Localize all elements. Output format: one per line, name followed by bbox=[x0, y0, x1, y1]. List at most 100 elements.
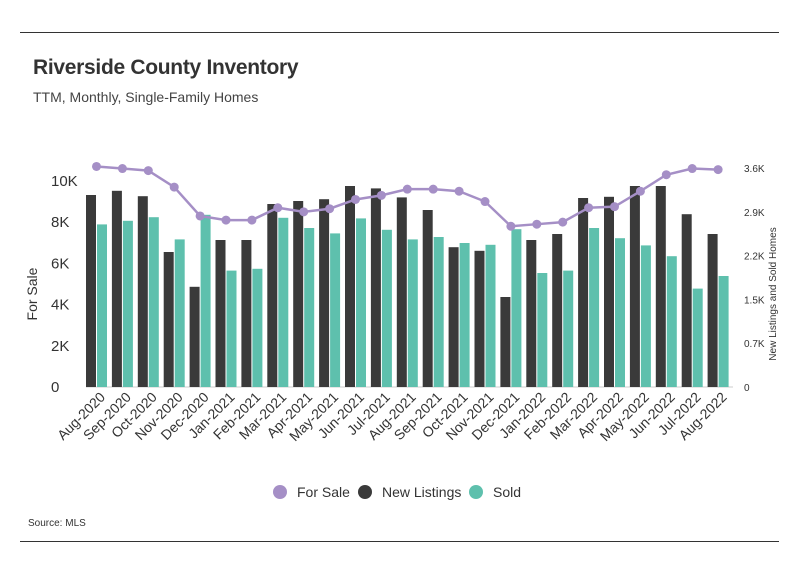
point-for-sale-aug-2021 bbox=[402, 184, 412, 194]
legend-label-for-sale: For Sale bbox=[297, 484, 350, 500]
bar-sold-sep-2021 bbox=[433, 237, 444, 387]
point-for-sale-nov-2020 bbox=[169, 182, 179, 192]
bar-new-listings-feb-2021 bbox=[241, 240, 252, 387]
bar-new-listings-jan-2022 bbox=[526, 240, 537, 387]
point-for-sale-oct-2020 bbox=[143, 166, 153, 176]
bar-new-listings-dec-2021 bbox=[500, 297, 511, 387]
bar-new-listings-dec-2020 bbox=[189, 286, 200, 387]
bar-new-listings-aug-2021 bbox=[396, 197, 407, 387]
point-for-sale-aug-2020 bbox=[92, 161, 101, 171]
point-for-sale-mar-2021 bbox=[273, 203, 283, 213]
bar-sold-jan-2021 bbox=[226, 270, 237, 387]
point-for-sale-aug-2022 bbox=[713, 165, 723, 175]
bars-layer bbox=[86, 186, 729, 387]
legend-label-sold: Sold bbox=[493, 484, 521, 500]
bar-new-listings-apr-2021 bbox=[293, 201, 304, 387]
bar-new-listings-jul-2022 bbox=[681, 214, 692, 387]
right-tick-label: 0 bbox=[744, 383, 750, 394]
left-tick-label: 8K bbox=[51, 214, 69, 231]
bar-new-listings-aug-2022 bbox=[707, 234, 718, 387]
bar-new-listings-mar-2022 bbox=[578, 198, 589, 387]
right-tick-label: 3.6K bbox=[744, 164, 765, 175]
bar-sold-aug-2020 bbox=[97, 224, 107, 387]
point-for-sale-mar-2022 bbox=[584, 203, 594, 213]
bar-new-listings-jun-2021 bbox=[345, 186, 355, 387]
point-for-sale-may-2022 bbox=[635, 186, 645, 196]
right-axis-ticks: 0 0.7K 1.5K 2.2K 2.9K 3.6K bbox=[744, 164, 765, 394]
point-for-sale-jun-2022 bbox=[661, 170, 671, 180]
left-tick-label: 6K bbox=[51, 255, 69, 272]
bar-new-listings-sep-2020 bbox=[111, 190, 122, 387]
left-tick-label: 2K bbox=[51, 338, 69, 355]
point-for-sale-dec-2020 bbox=[195, 211, 205, 221]
left-tick-label: 0 bbox=[51, 379, 59, 396]
chart-title: Riverside County Inventory bbox=[33, 56, 299, 79]
point-for-sale-nov-2021 bbox=[480, 197, 490, 207]
left-tick-label: 4K bbox=[51, 297, 69, 314]
point-for-sale-apr-2021 bbox=[299, 207, 309, 217]
bar-new-listings-jan-2021 bbox=[215, 240, 226, 387]
bar-sold-feb-2022 bbox=[563, 270, 574, 387]
point-for-sale-jan-2022 bbox=[532, 219, 542, 229]
bar-sold-oct-2021 bbox=[459, 243, 470, 387]
bar-new-listings-feb-2022 bbox=[552, 234, 563, 387]
point-for-sale-sep-2021 bbox=[428, 184, 438, 194]
bar-new-listings-nov-2020 bbox=[163, 252, 174, 387]
legend: For Sale New Listings Sold bbox=[273, 484, 521, 500]
point-for-sale-apr-2022 bbox=[610, 202, 619, 212]
bar-sold-may-2021 bbox=[330, 233, 341, 387]
legend-swatch-new-listings bbox=[358, 485, 372, 499]
right-tick-label: 2.2K bbox=[744, 252, 765, 263]
bar-sold-apr-2022 bbox=[615, 238, 625, 387]
for-sale-line bbox=[96, 165, 719, 228]
legend-swatch-sold bbox=[469, 485, 483, 499]
bar-new-listings-may-2022 bbox=[629, 186, 640, 387]
bar-new-listings-jun-2022 bbox=[655, 186, 666, 387]
left-axis-ticks: 0 2K 4K 6K 8K 10K bbox=[51, 173, 78, 396]
bar-new-listings-oct-2021 bbox=[448, 247, 459, 387]
bar-new-listings-oct-2020 bbox=[137, 196, 148, 387]
bottom-rule bbox=[20, 541, 779, 542]
x-axis-ticks: Aug-2020Sep-2020Oct-2020Nov-2020Dec-2020… bbox=[54, 389, 730, 444]
point-for-sale-feb-2022 bbox=[558, 217, 568, 227]
bar-new-listings-sep-2021 bbox=[422, 210, 433, 387]
point-for-sale-jul-2021 bbox=[376, 190, 386, 200]
bar-sold-aug-2022 bbox=[718, 276, 729, 387]
point-for-sale-jul-2022 bbox=[687, 164, 697, 174]
point-for-sale-dec-2021 bbox=[506, 221, 516, 231]
right-tick-label: 2.9K bbox=[744, 208, 765, 219]
bar-sold-nov-2020 bbox=[174, 239, 185, 387]
bar-sold-sep-2020 bbox=[122, 220, 133, 387]
point-for-sale-feb-2021 bbox=[247, 215, 257, 225]
bar-sold-nov-2021 bbox=[485, 244, 496, 387]
bar-new-listings-aug-2020 bbox=[86, 195, 96, 387]
left-tick-label: 10K bbox=[51, 173, 78, 190]
bar-sold-oct-2020 bbox=[148, 217, 159, 387]
bar-sold-jul-2022 bbox=[692, 288, 703, 387]
legend-swatch-for-sale bbox=[273, 485, 287, 499]
bar-sold-feb-2021 bbox=[252, 268, 263, 387]
bar-new-listings-jul-2021 bbox=[370, 188, 381, 387]
bar-sold-mar-2021 bbox=[278, 217, 289, 387]
bar-sold-jan-2022 bbox=[537, 273, 548, 387]
top-rule bbox=[20, 32, 779, 33]
right-tick-label: 1.5K bbox=[744, 295, 765, 306]
bar-sold-jun-2022 bbox=[666, 256, 677, 387]
bar-new-listings-apr-2022 bbox=[604, 196, 614, 387]
bar-sold-aug-2021 bbox=[407, 239, 418, 387]
bar-sold-dec-2021 bbox=[511, 229, 522, 387]
legend-label-new-listings: New Listings bbox=[382, 484, 461, 500]
bar-sold-mar-2022 bbox=[589, 228, 600, 387]
bar-new-listings-may-2021 bbox=[319, 199, 330, 387]
chart-subtitle: TTM, Monthly, Single-Family Homes bbox=[33, 89, 259, 105]
bar-new-listings-mar-2021 bbox=[267, 204, 278, 387]
bar-sold-jun-2021 bbox=[356, 218, 366, 387]
right-axis-title: New Listings and Sold Homes bbox=[768, 227, 779, 360]
point-for-sale-may-2021 bbox=[325, 204, 335, 214]
point-for-sale-oct-2021 bbox=[454, 186, 464, 196]
bar-sold-dec-2020 bbox=[200, 214, 211, 387]
point-for-sale-sep-2020 bbox=[117, 164, 127, 174]
bar-sold-may-2022 bbox=[640, 245, 651, 387]
point-for-sale-jun-2021 bbox=[351, 194, 360, 204]
